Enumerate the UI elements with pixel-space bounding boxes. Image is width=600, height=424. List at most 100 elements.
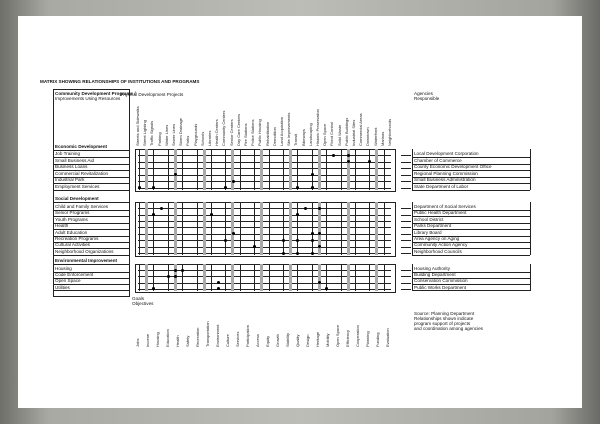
column-separator <box>375 264 379 291</box>
column-separator <box>260 149 264 190</box>
divider <box>412 149 413 190</box>
agency-label: Public Health Department <box>414 210 467 216</box>
divider <box>412 290 530 292</box>
divider <box>53 209 129 211</box>
divider <box>53 183 129 184</box>
agencies-header-2: Responsible <box>414 96 440 101</box>
column-header: Community Centers <box>221 110 227 146</box>
matrix-column-line <box>239 202 241 256</box>
goal-label: Efficiency <box>345 329 350 347</box>
agency-label: Public Works Department <box>414 284 466 290</box>
row-label: Adult Education <box>55 229 88 235</box>
matrix-row-line <box>138 282 392 284</box>
agency-link-line <box>401 161 412 163</box>
column-header: Transit <box>293 133 299 146</box>
column-header: Traffic Signals <box>149 120 155 146</box>
column-header: Demolition <box>271 127 277 146</box>
goal-label: Growth <box>275 334 280 347</box>
goal-label: Open Space <box>335 324 340 347</box>
column-header: Police Stations <box>250 119 256 146</box>
column-header: Downtown <box>365 127 371 146</box>
goal-label: Recreation <box>195 327 200 347</box>
goals-header-1: Goals <box>132 296 145 301</box>
divider <box>412 163 530 165</box>
matrix-column-line <box>297 264 299 291</box>
agency-link-line <box>401 246 412 248</box>
column-separator <box>289 202 292 256</box>
divider <box>53 176 129 178</box>
goal-label: Environment <box>215 324 220 347</box>
divider <box>53 157 129 158</box>
matrix-column-line <box>225 264 227 291</box>
agency-link-line <box>401 181 412 183</box>
column-separator <box>202 264 206 291</box>
matrix-column-line <box>326 264 327 291</box>
relationship-dot <box>332 153 336 157</box>
divider <box>53 241 129 243</box>
divider <box>530 149 531 190</box>
column-header: Parking <box>156 132 162 146</box>
matrix-column-line <box>283 202 284 256</box>
matrix-column-line <box>153 202 155 256</box>
row-label: Cultural Activities <box>55 242 90 248</box>
relationship-dot <box>217 281 221 284</box>
column-header: Waterfront <box>372 127 378 146</box>
matrix-column-line <box>268 149 270 190</box>
matrix-column-line <box>311 264 313 291</box>
matrix-row-line <box>138 246 392 248</box>
matrix-column-line <box>369 149 371 190</box>
footnote-2: Relationships shown indicate <box>414 316 474 321</box>
relationship-dot <box>310 173 314 177</box>
matrix-column-line <box>311 202 313 256</box>
divider <box>412 170 530 171</box>
matrix-column-line <box>139 202 140 256</box>
relationship-dot <box>318 281 321 284</box>
document-title: MATRIX SHOWING RELATIONSHIPS OF INSTITUT… <box>40 79 200 84</box>
column-header: Fire Stations <box>243 123 248 146</box>
matrix-row-line <box>138 233 392 235</box>
goal-label: Income <box>145 333 150 347</box>
column-separator <box>317 202 321 256</box>
column-header: Site Improvements <box>286 112 292 146</box>
divider <box>412 183 530 184</box>
divider <box>412 235 530 237</box>
column-header: Senior Centers <box>228 119 234 146</box>
matrix-column-line <box>211 149 212 190</box>
column-separator <box>202 202 206 256</box>
agency-link-line <box>401 214 412 216</box>
row-label: Senior Programs <box>55 210 90 216</box>
divider <box>412 284 530 285</box>
group-heading: Social Development <box>55 196 99 201</box>
column-header: Public Housing <box>257 119 263 146</box>
row-label: Neighborhood Organizations <box>55 248 114 254</box>
relationship-dot <box>346 153 350 157</box>
matrix-row-line <box>138 276 392 278</box>
column-header: Playgrounds <box>192 123 198 146</box>
goal-label: Participation <box>245 324 250 347</box>
column-separator <box>289 264 292 291</box>
matrix-column-line <box>167 149 169 190</box>
group-heading: Economic Development <box>55 144 108 149</box>
matrix-column-line <box>355 264 356 291</box>
goal-label: Transportation <box>205 321 210 347</box>
divider <box>53 290 129 292</box>
document-page: MATRIX SHOWING RELATIONSHIPS OF INSTITUT… <box>18 16 582 408</box>
column-separator <box>289 149 292 190</box>
agency-link-line <box>401 227 412 229</box>
agency-label: Neighborhood Councils <box>414 248 462 254</box>
column-header: Day Care Centers <box>235 113 241 146</box>
relationship-dot <box>346 160 350 164</box>
matrix-row-line <box>138 187 392 189</box>
relationship-dot <box>181 268 185 272</box>
column-separator <box>317 149 321 190</box>
matrix-column-line <box>139 264 140 291</box>
matrix-row-line <box>138 240 392 241</box>
row-label: Job Training <box>55 151 81 156</box>
relationship-dot <box>174 173 177 177</box>
relationship-dot <box>310 251 314 255</box>
matrix-column-line <box>297 202 299 256</box>
column-header: Sewer Lines <box>171 123 176 146</box>
relationship-dot <box>231 179 235 183</box>
divider <box>53 264 129 265</box>
matrix-column-line <box>254 149 255 190</box>
